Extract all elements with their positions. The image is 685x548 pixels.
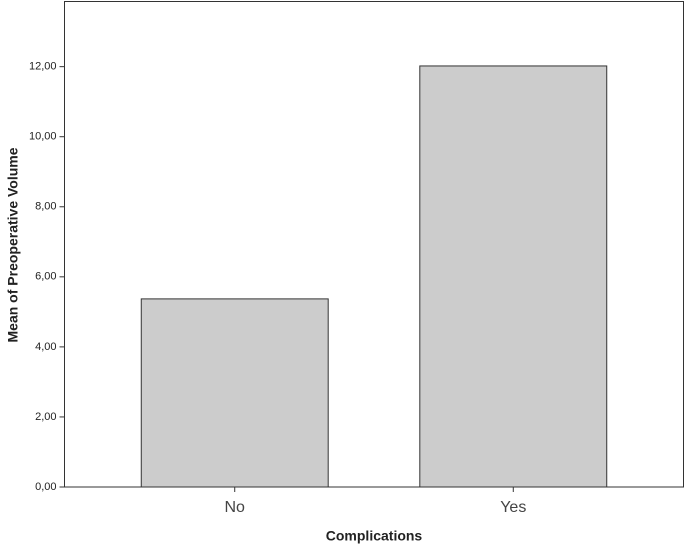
x-tick-label: No <box>224 499 245 516</box>
x-tick-label: Yes <box>500 499 526 516</box>
y-tick-label: 8,00 <box>35 201 56 213</box>
y-tick-label: 6,00 <box>35 271 56 283</box>
x-axis-title: Complications <box>326 528 423 544</box>
bar <box>140 298 329 488</box>
y-tick-label: 2,00 <box>35 411 56 423</box>
y-axis-title: Mean of Preoperative Volume <box>5 147 21 342</box>
y-tick-label: 4,00 <box>35 341 56 353</box>
y-tick-label: 10,00 <box>29 131 57 143</box>
bar <box>419 65 608 488</box>
y-tick-label: 12,00 <box>29 61 57 73</box>
y-tick-label: 0,00 <box>35 481 56 493</box>
